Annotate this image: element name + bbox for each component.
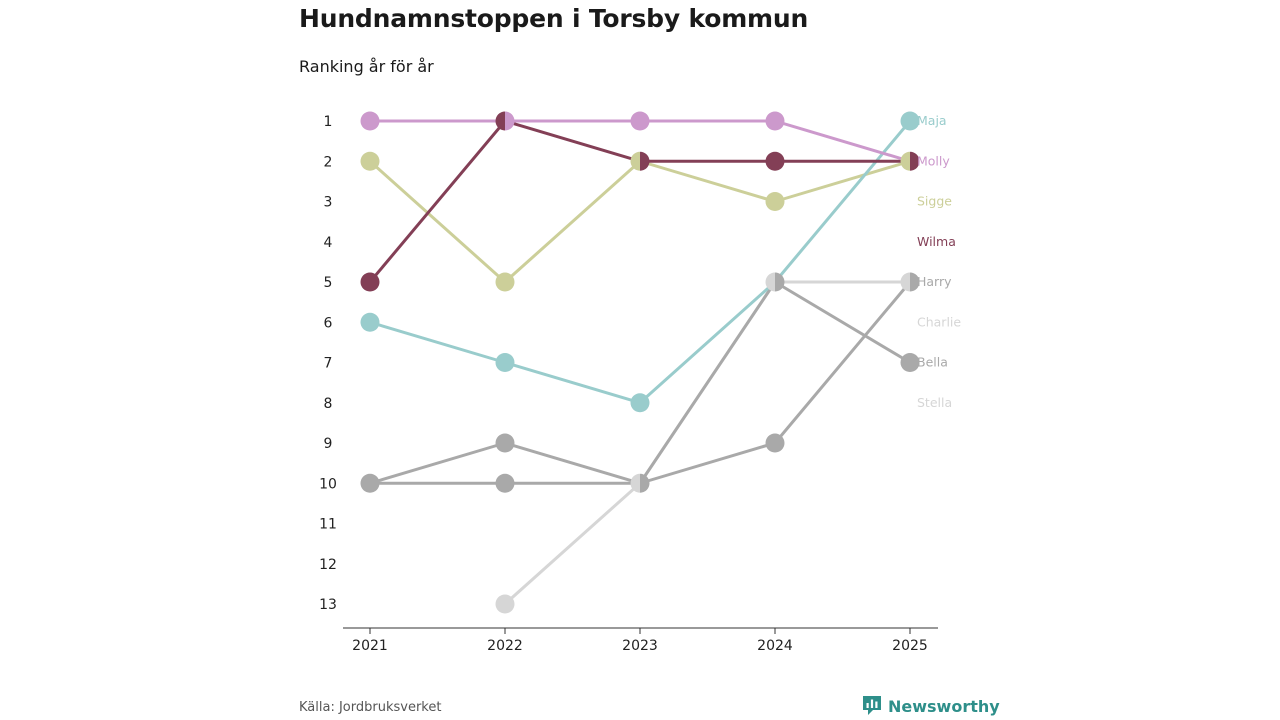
y-tick-label: 6 [324,315,333,331]
brand-name: Newsworthy [888,696,1000,716]
marker-stella-bella-harry-maja-2024-right-half [775,272,785,292]
y-tick-label: 4 [324,235,333,251]
legend: Maja Molly Sigge Wilma Harry Charlie Bella Stel… [917,113,961,410]
marker-sigge-wilma-molly-2025-right-half [910,151,920,171]
marker-wilma-molly-2022-left-half [495,111,505,131]
x-axis: 2021 2022 2023 2024 2025 [343,627,938,654]
marker-stella-charlie-harry-2025-left-half [900,272,910,292]
marker-stella-charlie-bella-2023-left-half [630,473,640,493]
legend-label-molly: Molly [917,153,950,168]
legend-label-stella: Stella [917,395,952,410]
y-tick-label: 13 [319,597,337,613]
marker-stella-bella-harry-maja-2024-left-half [765,272,775,292]
marker-sigge-2024 [765,192,785,211]
marker-charlie-2022 [495,433,515,453]
marker-maja-2021 [360,312,380,332]
legend-label-charlie: Charlie [917,314,961,329]
series-line-charlie [368,280,912,485]
marker-charlie-bella-2021 [360,473,380,493]
marker-charlie-2024 [765,433,785,453]
legend-label-harry: Harry [917,274,952,289]
y-tick-label: 11 [319,517,337,533]
x-tick-label: 2022 [487,638,523,654]
legend-label-wilma: Wilma [917,234,956,249]
y-tick-label: 9 [324,436,333,452]
y-tick-label: 5 [324,275,333,291]
series-line-wilma [368,119,912,284]
chart-title: Hundnamnstoppen i Torsby kommun [299,4,809,33]
series-markers [360,111,920,614]
series-line-sigge [368,159,912,284]
marker-maja-2022 [495,353,515,372]
y-tick-label: 10 [319,476,337,492]
marker-sigge-wilma-molly-2025 [900,151,920,171]
series-line-bella [368,280,912,485]
y-tick-label: 3 [324,195,333,211]
marker-wilma-molly-2022 [495,111,515,131]
marker-bella-2022 [495,473,515,493]
marker-stella-bella-harry-maja-2024 [765,272,785,292]
series-lines [368,119,912,606]
marker-wilma-2021 [360,272,380,292]
marker-stella-charlie-bella-2023 [630,473,650,493]
y-tick-label: 12 [319,557,337,573]
x-tick-label: 2025 [892,638,928,654]
y-tick-label: 7 [324,356,333,372]
marker-stella-charlie-harry-2025 [900,272,920,292]
newsworthy-logo-icon [863,696,881,715]
source-note: Källa: Jordbruksverket [299,700,442,715]
marker-molly-2024 [765,111,785,131]
marker-sigge-wilma-molly-2025-left-half [900,151,910,171]
y-tick-label: 1 [324,114,333,130]
marker-sigge-2021 [360,151,380,171]
marker-maja-2025 [900,111,920,131]
legend-label-maja: Maja [917,113,947,128]
marker-bella-2025 [900,353,920,372]
marker-stella-charlie-bella-2023-right-half [640,473,650,493]
marker-stella-charlie-harry-2025-right-half [910,272,920,292]
x-tick-label: 2024 [757,638,793,654]
marker-sigge-wilma-2023-right-half [640,151,650,171]
marker-sigge-wilma-2023 [630,151,650,171]
legend-label-sigge: Sigge [917,194,952,209]
x-tick-label: 2023 [622,638,658,654]
chart-subtitle: Ranking år för år [299,57,434,76]
marker-wilma-molly-2022-right-half [505,111,515,131]
marker-wilma-2024 [765,151,785,171]
marker-molly-2023 [630,111,650,131]
legend-label-bella: Bella [917,355,948,370]
marker-stella-2022 [495,594,515,614]
x-tick-label: 2021 [352,638,388,654]
marker-maja-2023 [630,393,650,413]
y-tick-label: 8 [324,396,333,412]
marker-sigge-wilma-2023-left-half [630,151,640,171]
brand-logo: Newsworthy [862,695,1000,717]
marker-sigge-2022 [495,272,515,292]
marker-molly-2021 [360,111,380,131]
y-tick-label: 2 [324,154,333,170]
series-line-stella [503,280,912,606]
